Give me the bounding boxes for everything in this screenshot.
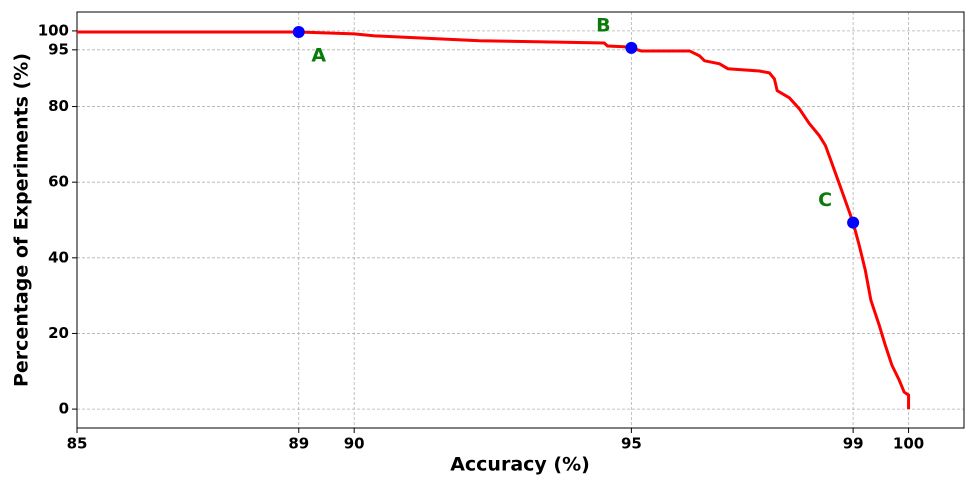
x-tick-label: 89	[288, 435, 309, 453]
x-tick-label: 85	[67, 435, 88, 453]
point-label: B	[596, 14, 610, 36]
y-tick-label: 95	[48, 40, 69, 58]
x-tick-label: 95	[621, 435, 642, 453]
y-tick-label: 80	[48, 97, 69, 115]
y-tick-label: 20	[48, 324, 69, 342]
y-tick-label: 60	[48, 173, 69, 191]
data-line	[77, 30, 911, 410]
point-label: C	[818, 189, 832, 211]
marker-point	[625, 41, 638, 54]
x-tick-label: 90	[344, 435, 365, 453]
x-tick-label: 99	[843, 435, 864, 453]
point-label: A	[311, 45, 326, 67]
marker-point	[292, 26, 305, 39]
x-tick-label: 100	[893, 435, 924, 453]
y-tick-label: 100	[38, 21, 69, 39]
y-tick-label: 40	[48, 248, 69, 266]
y-tick-label: 0	[59, 400, 69, 418]
y-axis-label: Percentage of Experiments (%)	[11, 53, 33, 387]
x-axis-label: Accuracy (%)	[450, 454, 590, 476]
marker-point	[847, 216, 860, 229]
plot-frame	[76, 11, 965, 429]
